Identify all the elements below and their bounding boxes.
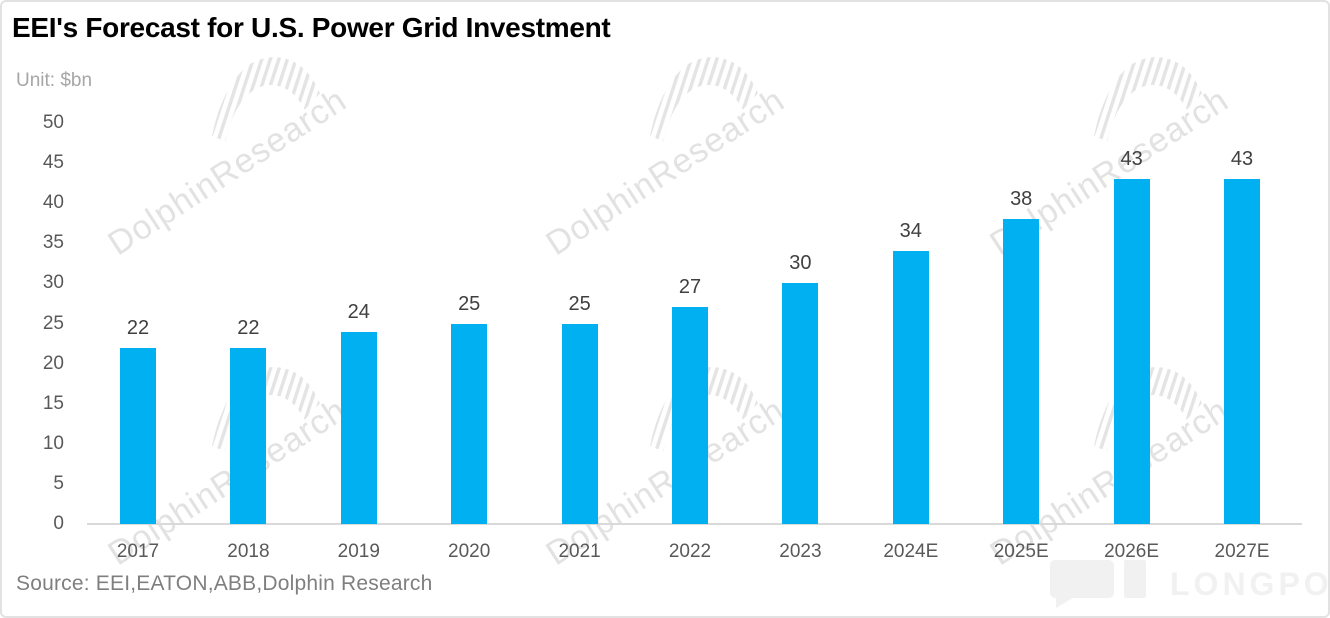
y-axis-tick-label: 50 <box>42 112 64 133</box>
x-axis-category-label: 2018 <box>227 541 270 562</box>
x-axis-category-label: 2026E <box>1104 541 1160 562</box>
value-label: 30 <box>789 252 812 275</box>
longport-logo-text: LONGPORT <box>1170 565 1330 602</box>
value-label: 34 <box>899 220 922 243</box>
bar-2022 <box>672 307 708 524</box>
value-label: 38 <box>1010 188 1033 211</box>
watermark-text: DolphinResearch <box>539 80 792 264</box>
bar-2018 <box>230 347 267 524</box>
x-axis-category-label: 2023 <box>779 541 822 562</box>
watermark-group: DolphinResearch <box>539 360 880 610</box>
value-label: 25 <box>568 292 591 315</box>
y-axis-tick-label: 10 <box>42 432 64 454</box>
unit-label: Unit: $bn <box>16 70 93 91</box>
y-axis-tick-label: 25 <box>42 312 64 334</box>
x-axis-category-label: 2024E <box>883 541 939 562</box>
bar-2017 <box>120 347 156 524</box>
dolphin-wing-watermark-icon <box>650 57 758 142</box>
x-axis-category-label: 2017 <box>116 541 160 562</box>
value-label: 25 <box>458 292 481 315</box>
x-axis-category-label: 2022 <box>668 541 712 562</box>
dolphin-wing-watermark-icon <box>1094 57 1202 142</box>
y-axis-tick-label: 45 <box>42 152 64 174</box>
bar-2025E <box>1003 219 1040 524</box>
bar-2023 <box>782 283 819 524</box>
value-label: 24 <box>347 300 370 323</box>
x-axis-line <box>87 523 1302 525</box>
watermark-group: DolphinResearch <box>983 50 1324 300</box>
bar-2027E <box>1224 179 1260 524</box>
x-axis-category-label: 2020 <box>448 541 491 562</box>
watermark-text: DolphinResearch <box>101 80 354 264</box>
longport-logo: LONGPORT <box>1048 558 1330 608</box>
bar-2021 <box>561 323 598 524</box>
y-axis-tick-label: 20 <box>42 352 64 374</box>
value-label: 22 <box>126 316 150 339</box>
dolphin-wing-watermark-icon <box>212 57 320 142</box>
y-axis-tick-label: 30 <box>42 272 64 294</box>
watermark-group: DolphinResearch <box>101 50 442 300</box>
x-axis-category-label: 2021 <box>558 541 601 562</box>
value-label: 43 <box>1120 148 1143 171</box>
bar-2020 <box>451 323 488 524</box>
x-axis-category-label: 2027E <box>1214 541 1270 562</box>
y-axis-tick-label: 0 <box>53 513 64 534</box>
chart-title: EEI's Forecast for U.S. Power Grid Inves… <box>12 12 611 43</box>
y-axis-tick-label: 35 <box>42 232 64 254</box>
bar-2026E <box>1113 179 1150 524</box>
y-axis-tick-label: 5 <box>53 472 64 494</box>
y-axis-tick-label: 40 <box>42 192 64 214</box>
x-axis-category-label: 2025E <box>993 541 1049 562</box>
value-label: 22 <box>237 316 260 339</box>
source-note: Source: EEI,EATON,ABB,Dolphin Research <box>16 572 433 595</box>
longport-bubble-icon <box>1050 560 1146 608</box>
x-axis-category-label: 2019 <box>337 541 380 562</box>
bar-2019 <box>340 331 377 524</box>
bar-2024E <box>892 251 929 524</box>
value-label: 27 <box>678 276 702 299</box>
y-axis-tick-label: 15 <box>42 392 64 414</box>
value-label: 43 <box>1230 148 1254 171</box>
